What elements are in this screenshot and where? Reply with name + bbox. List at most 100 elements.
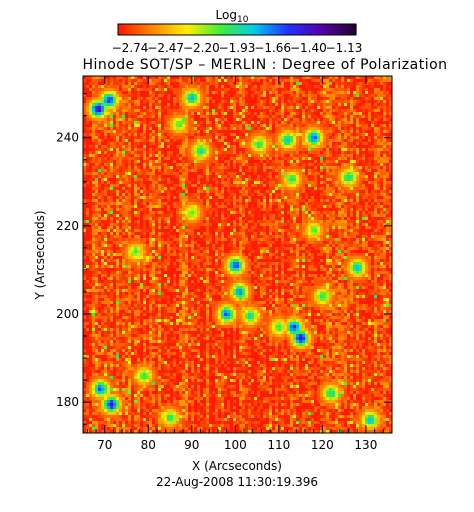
heatmap-cell xyxy=(290,157,293,160)
heatmap-cell xyxy=(341,97,344,100)
heatmap-cell xyxy=(308,151,311,154)
heatmap-cell xyxy=(101,97,104,100)
heatmap-cell xyxy=(332,154,335,157)
heatmap-cell xyxy=(152,124,155,127)
heatmap-cell xyxy=(269,202,272,205)
heatmap-cell xyxy=(149,88,152,91)
heatmap-cell xyxy=(389,160,392,163)
heatmap-cell xyxy=(161,199,164,202)
heatmap-cell xyxy=(185,124,188,127)
heatmap-cell xyxy=(176,208,179,211)
heatmap-cell xyxy=(131,202,134,205)
heatmap-cell xyxy=(95,163,98,166)
heatmap-cell xyxy=(278,121,281,124)
heatmap-cell xyxy=(314,82,317,85)
heatmap-cell xyxy=(158,136,161,139)
heatmap-cell xyxy=(224,88,227,91)
heatmap-cell xyxy=(194,211,197,214)
heatmap-cell xyxy=(131,106,134,109)
heatmap-cell xyxy=(341,118,344,121)
heatmap-cell xyxy=(200,154,203,157)
heatmap-cell xyxy=(302,142,305,145)
heatmap-cell xyxy=(155,145,158,148)
heatmap-cell xyxy=(341,205,344,208)
heatmap-cell xyxy=(239,157,242,160)
heatmap-cell xyxy=(377,139,380,142)
heatmap-cell xyxy=(113,175,116,178)
heatmap-cell xyxy=(248,160,251,163)
heatmap-cell xyxy=(362,157,365,160)
heatmap-cell xyxy=(182,199,185,202)
heatmap-cell xyxy=(269,151,272,154)
heatmap-cell xyxy=(167,139,170,142)
heatmap-cell xyxy=(134,160,137,163)
heatmap-cell xyxy=(275,103,278,106)
heatmap-cell xyxy=(311,196,314,199)
heatmap-cell xyxy=(359,208,362,211)
heatmap-cell xyxy=(278,175,281,178)
heatmap-cell xyxy=(230,154,233,157)
heatmap-cell xyxy=(215,136,218,139)
heatmap-cell xyxy=(374,112,377,115)
heatmap-cell xyxy=(341,130,344,133)
heatmap-cell xyxy=(107,115,110,118)
heatmap-cell xyxy=(263,148,266,151)
heatmap-cell xyxy=(149,136,152,139)
heatmap-cell xyxy=(266,181,269,184)
heatmap-cell xyxy=(140,127,143,130)
heatmap-cell xyxy=(155,136,158,139)
heatmap-cell xyxy=(260,97,263,100)
heatmap-cell xyxy=(239,169,242,172)
heatmap-cell xyxy=(383,103,386,106)
heatmap-cell xyxy=(296,175,299,178)
heatmap-cell xyxy=(179,112,182,115)
heatmap-cell xyxy=(317,79,320,82)
heatmap-cell xyxy=(353,127,356,130)
heatmap-cell xyxy=(314,136,317,139)
heatmap-cell xyxy=(209,133,212,136)
heatmap-cell xyxy=(98,112,101,115)
heatmap-cell xyxy=(113,145,116,148)
heatmap-cell xyxy=(179,76,182,79)
heatmap-cell xyxy=(242,121,245,124)
heatmap-cell xyxy=(143,100,146,103)
heatmap-cell xyxy=(365,76,368,79)
heatmap-cell xyxy=(110,142,113,145)
heatmap-cell xyxy=(143,103,146,106)
heatmap-cell xyxy=(338,85,341,88)
heatmap-cell xyxy=(332,178,335,181)
heatmap-cell xyxy=(107,145,110,148)
heatmap-cell xyxy=(179,169,182,172)
heatmap-cell xyxy=(107,103,110,106)
heatmap-cell xyxy=(191,115,194,118)
heatmap-cell xyxy=(251,79,254,82)
colorbar-swatch xyxy=(246,24,250,35)
heatmap-cell xyxy=(179,139,182,142)
heatmap-cell xyxy=(299,109,302,112)
heatmap-cell xyxy=(164,106,167,109)
heatmap-cell xyxy=(170,115,173,118)
heatmap-cell xyxy=(101,82,104,85)
heatmap-cell xyxy=(290,112,293,115)
heatmap-cell xyxy=(365,130,368,133)
heatmap-cell xyxy=(242,151,245,154)
heatmap-cell xyxy=(314,184,317,187)
heatmap-cell xyxy=(239,181,242,184)
heatmap-cell xyxy=(92,175,95,178)
heatmap-cell xyxy=(203,196,206,199)
heatmap-cell xyxy=(167,181,170,184)
heatmap-cell xyxy=(257,184,260,187)
heatmap-cell xyxy=(293,88,296,91)
heatmap-cell xyxy=(146,142,149,145)
heatmap-cell xyxy=(242,160,245,163)
heatmap-cell xyxy=(335,76,338,79)
heatmap-cell xyxy=(92,79,95,82)
heatmap-cell xyxy=(314,214,317,217)
heatmap-cell xyxy=(224,205,227,208)
heatmap-cell xyxy=(278,190,281,193)
heatmap-cell xyxy=(308,118,311,121)
heatmap-cell xyxy=(191,82,194,85)
heatmap-cell xyxy=(320,157,323,160)
heatmap-cell xyxy=(206,208,209,211)
heatmap-cell xyxy=(173,82,176,85)
